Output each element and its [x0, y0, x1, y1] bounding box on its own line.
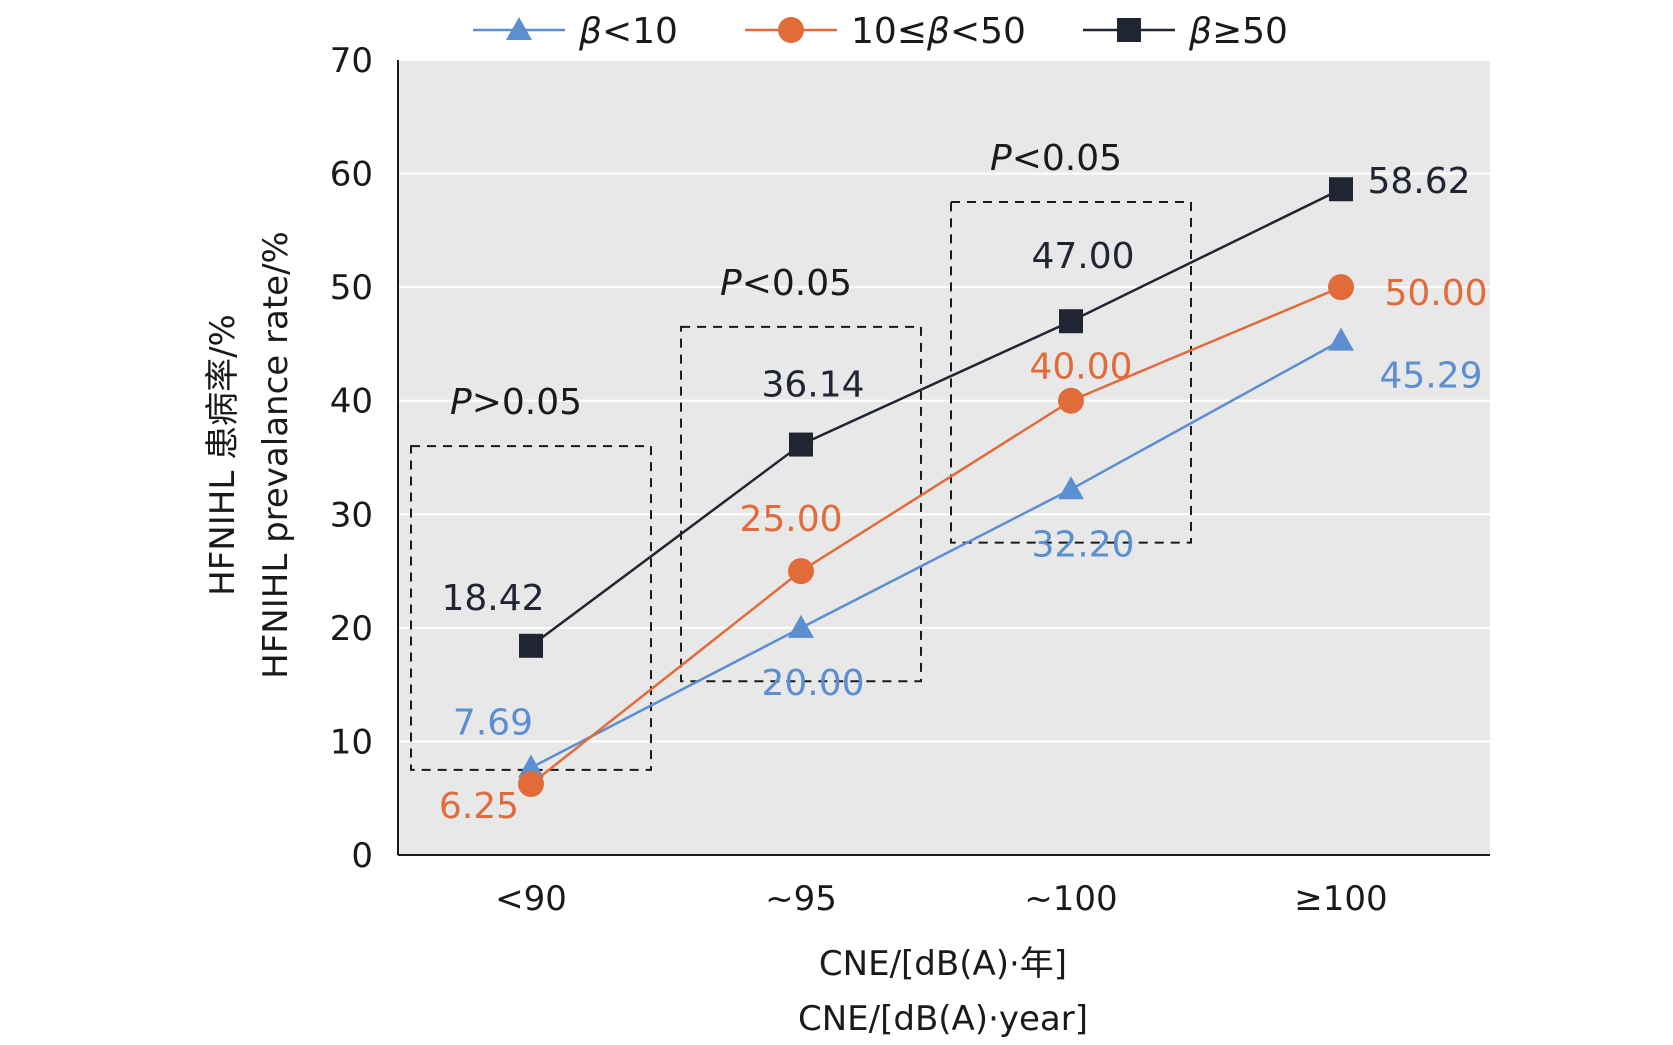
legend-item: 10≤β<50 [745, 11, 1026, 52]
triangle-marker [518, 754, 544, 778]
data-label: 25.00 [739, 499, 842, 540]
data-label: 47.00 [1031, 236, 1134, 277]
square-marker [519, 633, 543, 658]
circle-marker [1058, 387, 1084, 414]
p-value-labels: P>0.05 P<0.05 P<0.05 [450, 138, 1122, 423]
legend-label: β≥50 [1188, 11, 1288, 52]
y-tick-label: 50 [330, 268, 373, 308]
data-label: 36.14 [761, 365, 864, 406]
p-value-label: P>0.05 [450, 382, 582, 423]
p-value-label: P<0.05 [720, 263, 852, 304]
significance-box [410, 445, 652, 771]
significance-box [950, 200, 1192, 544]
series-group [519, 177, 1353, 658]
data-labels: 7.69 20.00 32.20 45.29 6.25 25.00 40.00 50.00 18… [439, 161, 1488, 827]
y-tick-label: 40 [330, 382, 373, 422]
x-tick-label: ~95 [765, 879, 837, 919]
legend-item: β<10 [473, 11, 678, 52]
series-line [530, 188, 1342, 647]
data-label: 18.42 [441, 578, 544, 619]
x-tick-label: <90 [495, 879, 567, 919]
x-tick-label: ≥100 [1294, 879, 1387, 919]
p-value-label: P<0.05 [990, 138, 1122, 179]
y-axis-title-en: HFNIHL prevalance rate/% [256, 231, 296, 679]
data-label: 6.25 [439, 786, 519, 827]
y-tick-label: 70 [330, 41, 373, 81]
square-marker [1117, 18, 1141, 42]
data-label: 32.20 [1031, 524, 1134, 565]
series-group [518, 274, 1354, 798]
y-axis-title-cn: HFNIHL 患病率/% [203, 314, 243, 596]
data-label: 58.62 [1367, 161, 1470, 202]
circle-marker [518, 771, 544, 798]
x-tick-labels: <90 ~95 ~100 ≥100 [495, 879, 1388, 919]
data-label: 45.29 [1379, 356, 1482, 397]
series-lines [518, 177, 1354, 798]
legend: β<10 10≤β<50 β≥50 [473, 11, 1288, 52]
square-marker [789, 432, 813, 457]
significance-boxes [410, 200, 1192, 771]
series-line [530, 339, 1342, 769]
triangle-marker [788, 614, 814, 638]
y-tick-labels: 0 10 20 30 40 50 60 70 [330, 41, 373, 876]
series-line [530, 285, 1342, 785]
circle-marker [1328, 274, 1354, 301]
legend-item: β≥50 [1083, 11, 1288, 52]
x-axis-title-en: CNE/[dB(A)·year] [798, 999, 1088, 1039]
significance-box [680, 325, 922, 683]
data-label: 20.00 [761, 663, 864, 704]
y-tick-label: 20 [330, 609, 373, 649]
plot-area [398, 60, 1490, 855]
gridlines [398, 59, 1490, 743]
y-tick-label: 30 [330, 495, 373, 535]
square-marker [1059, 309, 1083, 334]
data-label: 7.69 [453, 703, 533, 744]
x-tick-label: ~100 [1024, 879, 1117, 919]
square-marker [1329, 177, 1353, 202]
y-tick-label: 10 [330, 722, 373, 762]
triangle-marker [1328, 327, 1354, 351]
circle-marker [788, 558, 814, 585]
data-label: 50.00 [1384, 273, 1487, 314]
legend-label: 10≤β<50 [851, 11, 1026, 52]
triangle-marker [1058, 476, 1084, 500]
y-tick-label: 0 [351, 836, 373, 876]
series-group [518, 327, 1354, 778]
x-axis-title-cn: CNE/[dB(A)·年] [819, 944, 1067, 984]
triangle-marker [506, 17, 532, 40]
data-label: 40.00 [1029, 347, 1132, 388]
legend-label: β<10 [578, 11, 678, 52]
y-tick-label: 60 [330, 155, 373, 195]
circle-marker [778, 17, 804, 43]
